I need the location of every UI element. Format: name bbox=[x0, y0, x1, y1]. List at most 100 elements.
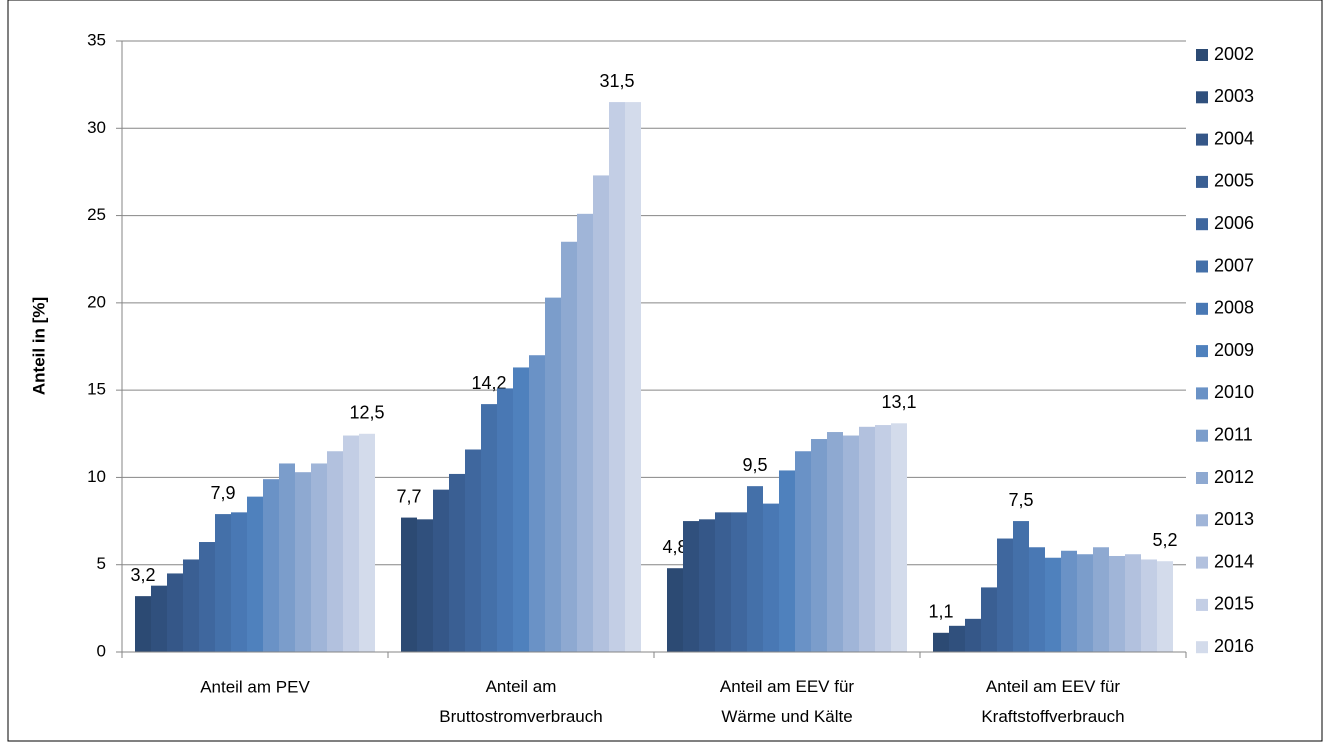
y-tick-label: 25 bbox=[87, 205, 106, 224]
bar bbox=[577, 213, 593, 652]
bar bbox=[593, 175, 609, 653]
legend-swatch bbox=[1196, 429, 1208, 442]
bar bbox=[981, 587, 997, 652]
legend-label: 2005 bbox=[1214, 171, 1254, 191]
bar bbox=[1045, 557, 1061, 652]
bar bbox=[827, 432, 843, 652]
bar bbox=[1109, 555, 1125, 652]
legend-label: 2012 bbox=[1214, 467, 1254, 487]
bar bbox=[247, 496, 263, 652]
data-label: 7,7 bbox=[396, 486, 421, 506]
bar bbox=[1125, 554, 1141, 652]
y-tick-label: 0 bbox=[97, 641, 106, 660]
y-axis-label: Anteil in [%] bbox=[29, 297, 48, 395]
legend-swatch bbox=[1196, 514, 1208, 527]
bar bbox=[843, 435, 859, 652]
bar bbox=[875, 425, 891, 652]
legend-label: 2007 bbox=[1214, 255, 1254, 275]
bar bbox=[183, 559, 199, 652]
bar bbox=[997, 538, 1013, 652]
legend-swatch bbox=[1196, 641, 1208, 654]
bar bbox=[279, 463, 295, 652]
bar bbox=[561, 241, 577, 652]
bar bbox=[481, 404, 497, 652]
bar bbox=[263, 479, 279, 652]
bar bbox=[513, 367, 529, 652]
data-label: 5,2 bbox=[1152, 530, 1177, 550]
bar bbox=[933, 632, 949, 652]
bar bbox=[949, 625, 965, 652]
bar bbox=[1013, 521, 1029, 652]
legend-swatch bbox=[1196, 133, 1208, 146]
bar bbox=[151, 585, 167, 652]
bar bbox=[763, 503, 779, 652]
legend-swatch bbox=[1196, 175, 1208, 188]
legend-swatch bbox=[1196, 91, 1208, 104]
data-label: 13,1 bbox=[881, 392, 916, 412]
legend-label: 2009 bbox=[1214, 340, 1254, 360]
x-tick-label: Anteil am EEV für Wärme und Kälte bbox=[720, 677, 855, 726]
bar bbox=[859, 426, 875, 652]
data-label: 1,1 bbox=[928, 602, 953, 622]
bar bbox=[609, 102, 625, 653]
x-tick-label: Anteil am EEV für Kraftstoffverbrauch bbox=[981, 677, 1124, 726]
bar bbox=[529, 355, 545, 652]
bar bbox=[683, 521, 699, 652]
legend-label: 2003 bbox=[1214, 86, 1254, 106]
bar bbox=[1093, 547, 1109, 652]
legend-label: 2010 bbox=[1214, 382, 1254, 402]
data-label: 14,2 bbox=[471, 373, 506, 393]
legend-label: 2014 bbox=[1214, 551, 1254, 571]
data-label: 31,5 bbox=[599, 71, 634, 91]
legend-label: 2015 bbox=[1214, 594, 1254, 614]
bar bbox=[545, 297, 561, 652]
legend-label: 2011 bbox=[1214, 424, 1253, 444]
x-tick-label: Anteil am PEV bbox=[200, 677, 310, 696]
bar bbox=[433, 489, 449, 652]
data-label: 7,9 bbox=[210, 483, 235, 503]
bar bbox=[667, 568, 683, 652]
y-tick-label: 15 bbox=[87, 380, 106, 399]
bar bbox=[795, 451, 811, 652]
bar bbox=[311, 463, 327, 652]
legend-swatch bbox=[1196, 345, 1208, 358]
bar bbox=[1077, 554, 1093, 652]
data-label: 4,8 bbox=[662, 537, 687, 557]
bar bbox=[215, 514, 231, 652]
legend-swatch bbox=[1196, 49, 1208, 61]
legend-label: 2016 bbox=[1214, 636, 1254, 656]
bar bbox=[965, 618, 981, 652]
bar bbox=[359, 433, 375, 652]
legend-swatch bbox=[1196, 556, 1208, 569]
data-label: 7,5 bbox=[1008, 490, 1033, 510]
data-label: 12,5 bbox=[349, 403, 384, 423]
data-label: 9,5 bbox=[742, 455, 767, 475]
bar bbox=[1029, 547, 1045, 652]
bar bbox=[199, 542, 215, 652]
bar bbox=[731, 512, 747, 652]
bar bbox=[327, 451, 343, 652]
y-tick-label: 10 bbox=[87, 467, 106, 486]
legend-label: 2002 bbox=[1214, 44, 1254, 64]
bar bbox=[625, 102, 641, 653]
y-tick-label: 5 bbox=[97, 554, 106, 573]
bar bbox=[135, 596, 151, 652]
bar bbox=[811, 439, 827, 652]
bar bbox=[343, 435, 359, 652]
y-tick-label: 20 bbox=[87, 292, 106, 311]
bar bbox=[295, 472, 311, 652]
data-label: 3,2 bbox=[130, 565, 155, 585]
bar bbox=[1157, 561, 1173, 652]
legend-label: 2008 bbox=[1214, 298, 1254, 318]
bar bbox=[167, 573, 183, 652]
bar bbox=[449, 473, 465, 652]
x-tick-label: Anteil am Bruttostromverbrauch bbox=[439, 677, 602, 726]
bar bbox=[465, 449, 481, 652]
legend-swatch bbox=[1196, 598, 1208, 611]
legend-swatch bbox=[1196, 302, 1208, 315]
bar bbox=[1141, 559, 1157, 652]
bar bbox=[715, 512, 731, 652]
bar bbox=[401, 517, 417, 652]
legend-swatch bbox=[1196, 218, 1208, 231]
